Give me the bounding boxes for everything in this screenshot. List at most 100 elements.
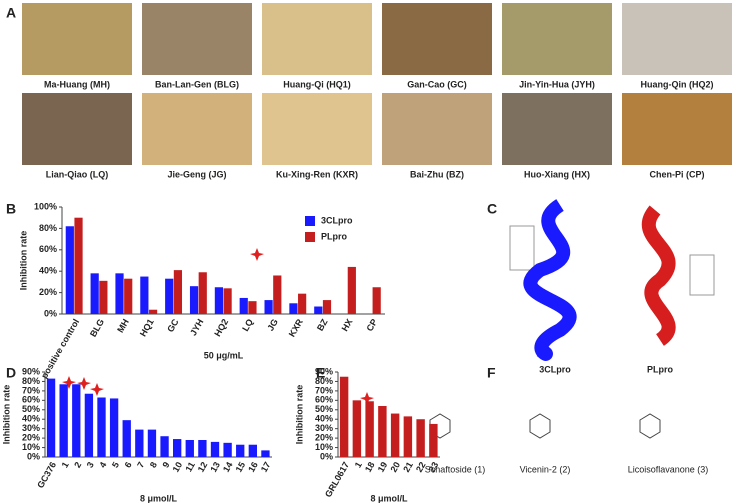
bar (429, 423, 438, 457)
bar (236, 444, 245, 457)
y-tick-label: 80% (22, 376, 40, 386)
x-tick-label: 5 (110, 460, 121, 469)
bar (239, 297, 248, 314)
bar (148, 309, 158, 314)
x-tick-label: 9 (160, 460, 171, 469)
herb-photos (22, 3, 732, 165)
legend-label: PLpro (321, 231, 348, 241)
x-tick-label: 7 (135, 460, 146, 469)
herb-label: Ban-Lan-Gen (BLG) (155, 79, 239, 89)
x-tick-label: BZ (315, 317, 330, 333)
compound-label: Licoisoflavanone (3) (628, 464, 709, 474)
x-tick-label: KXR (287, 317, 305, 339)
legend-swatch (305, 216, 315, 226)
bar (347, 266, 356, 314)
x-tick-label: 11 (183, 460, 196, 473)
bar (210, 441, 220, 457)
bar (165, 278, 174, 314)
bar (46, 378, 56, 457)
y-tick-label: 40% (315, 414, 333, 424)
x-tick-label: GC (165, 317, 181, 334)
panel-label: A (6, 5, 16, 21)
bar (59, 384, 68, 457)
x-tick-label: 10 (171, 460, 185, 474)
bar (322, 300, 332, 314)
y-axis-label: Inhibition rate (294, 385, 304, 445)
bar (289, 303, 298, 314)
herb-label: Ma-Huang (MH) (44, 79, 110, 89)
y-tick-label: 70% (315, 385, 333, 395)
bar (298, 293, 307, 314)
bar (378, 406, 387, 457)
bar (403, 416, 413, 457)
bar (314, 306, 323, 314)
x-tick-label: GC376 (35, 460, 58, 490)
herb-label: Jin-Yin-Hua (JYH) (519, 79, 595, 89)
y-axis-label: Inhibition rate (18, 231, 28, 291)
herb-label: Huang-Qi (HQ1) (283, 79, 351, 89)
x-tick-label: 16 (246, 460, 260, 474)
herb-label: Gan-Cao (GC) (407, 79, 467, 89)
bar (185, 440, 194, 457)
y-tick-label: 60% (22, 395, 40, 405)
y-tick-label: 50% (22, 404, 40, 414)
x-tick-label: HX (340, 317, 355, 333)
bar (109, 398, 119, 457)
y-tick-label: 20% (22, 432, 40, 442)
x-tick-label: CP (364, 317, 379, 333)
y-tick-label: 100% (34, 201, 57, 211)
bar (416, 419, 425, 457)
protein-structures (509, 199, 715, 361)
herb-label: Bai-Zhu (BZ) (410, 169, 464, 179)
bar (248, 444, 257, 457)
bar (173, 270, 183, 314)
y-tick-label: 40% (22, 414, 40, 424)
y-tick-label: 30% (22, 423, 40, 433)
x-tick-label: 2 (72, 460, 83, 469)
herb-label: Chen-Pi (CP) (650, 169, 705, 179)
x-axis-label: 50 μg/mL (204, 350, 244, 360)
x-tick-label: 21 (401, 460, 415, 474)
x-tick-label: 22 (414, 460, 428, 474)
bar (365, 401, 374, 457)
bar (352, 400, 362, 457)
bar (214, 287, 223, 314)
bar (124, 278, 133, 314)
x-tick-label: 12 (196, 460, 210, 474)
bar (273, 275, 282, 314)
stars (62, 248, 374, 405)
y-tick-label: 60% (39, 244, 57, 254)
y-tick-label: 90% (315, 366, 333, 376)
y-tick-label: 0% (27, 451, 40, 461)
x-tick-label: LQ (240, 317, 255, 333)
bar (115, 273, 124, 314)
y-tick-label: 10% (315, 442, 333, 452)
bar (90, 273, 99, 314)
bar (198, 440, 207, 457)
bar (248, 301, 257, 314)
x-tick-label: 20 (388, 460, 402, 474)
bar (339, 376, 349, 457)
bar (223, 288, 232, 314)
herb-label: Jie-Geng (JG) (167, 169, 226, 179)
compound-label: Schaftoside (1) (425, 464, 486, 474)
herb-label: Lian-Qiao (LQ) (46, 169, 109, 179)
y-axis-label: Inhibition rate (1, 385, 11, 445)
bar (97, 397, 106, 457)
y-tick-label: 80% (39, 223, 57, 233)
bar (390, 413, 400, 457)
x-tick-label: HQ1 (138, 317, 156, 338)
panel-label: E (316, 365, 325, 381)
x-tick-label: 1 (60, 460, 71, 469)
x-tick-label: positive control (39, 317, 81, 380)
bar (261, 450, 270, 457)
y-tick-label: 80% (315, 376, 333, 386)
x-tick-label: 18 (363, 460, 377, 474)
x-tick-label: 6 (123, 460, 134, 469)
bar (372, 287, 381, 314)
legend-swatch (305, 232, 315, 242)
bar (264, 300, 273, 314)
y-tick-label: 20% (39, 287, 57, 297)
protein-label: PLpro (647, 364, 674, 374)
